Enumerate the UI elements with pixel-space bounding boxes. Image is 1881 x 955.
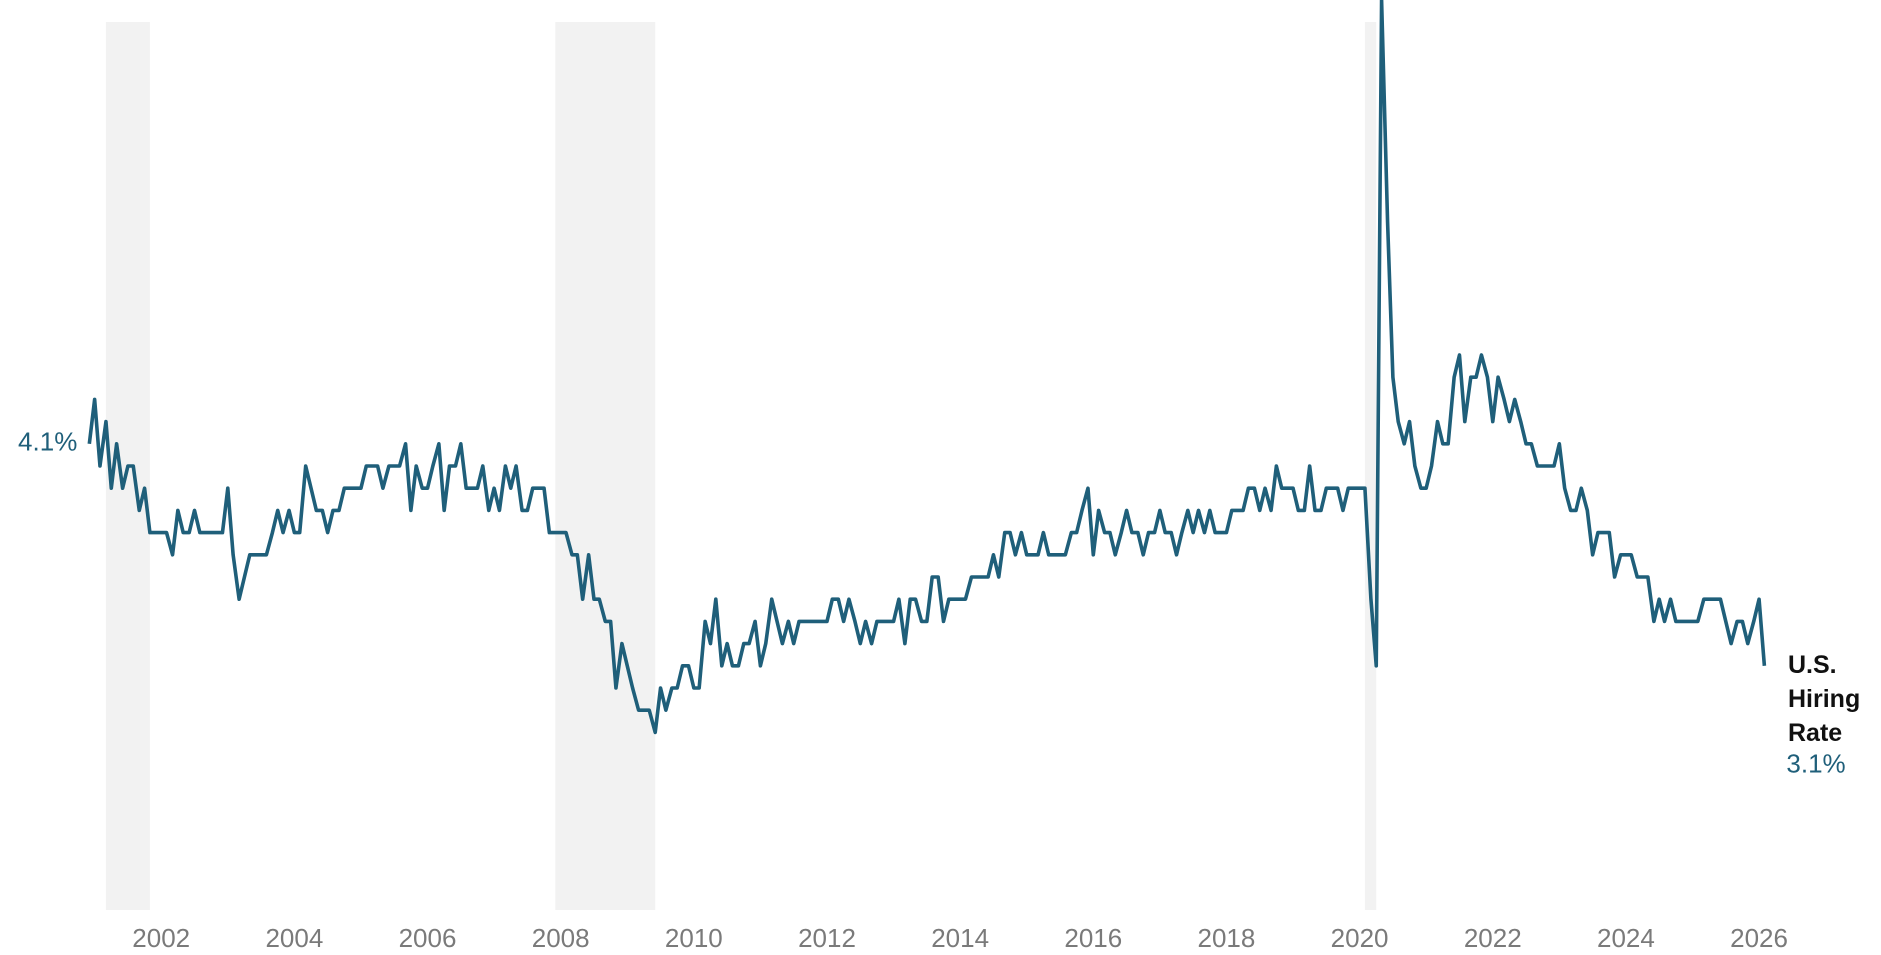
x-tick-label: 2008: [532, 923, 590, 953]
x-tick-label: 2026: [1730, 923, 1788, 953]
x-tick-label: 2010: [665, 923, 723, 953]
data-line: [87, 0, 1767, 735]
x-tick-label: 2006: [399, 923, 457, 953]
value-annotation: 3.1%: [1786, 749, 1845, 779]
x-tick-label: 2016: [1064, 923, 1122, 953]
series-label: U.S. Hiring Rate: [1788, 651, 1861, 747]
x-tick-label: 2020: [1331, 923, 1389, 953]
x-tick-label: 2022: [1464, 923, 1522, 953]
x-tick-label: 2002: [132, 923, 190, 953]
x-tick-label: 2012: [798, 923, 856, 953]
x-tick-label: 2018: [1198, 923, 1256, 953]
recession-band: [555, 22, 656, 910]
x-tick-label: 2004: [265, 923, 323, 953]
recession-band: [1364, 22, 1377, 910]
x-tick-label: 2014: [931, 923, 989, 953]
value-annotation: 4.1%: [18, 427, 77, 457]
x-tick-label: 2024: [1597, 923, 1655, 953]
